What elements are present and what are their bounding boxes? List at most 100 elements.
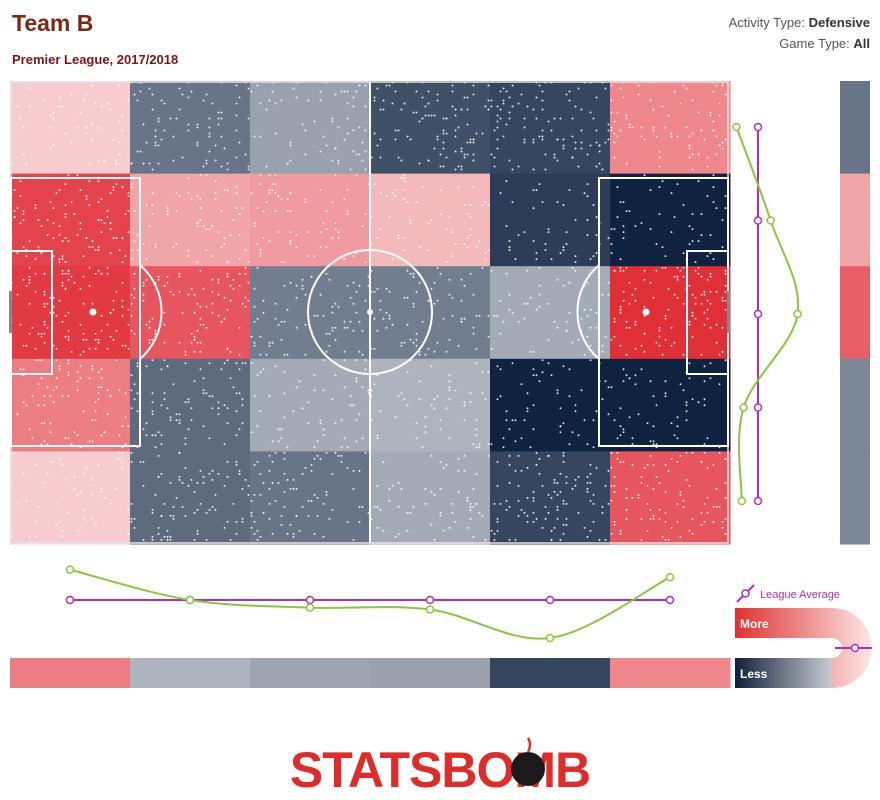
activity-dot bbox=[28, 302, 31, 305]
activity-dot bbox=[226, 475, 229, 478]
activity-dot bbox=[133, 210, 136, 213]
activity-dot bbox=[652, 129, 655, 132]
activity-dot bbox=[91, 302, 94, 305]
activity-dot bbox=[613, 484, 616, 487]
activity-dot bbox=[112, 189, 115, 192]
activity-dot bbox=[442, 117, 445, 120]
heatmap-cell bbox=[250, 358, 371, 452]
activity-dot bbox=[424, 353, 427, 356]
activity-dot bbox=[619, 305, 622, 308]
activity-dot bbox=[460, 168, 463, 171]
activity-dot bbox=[595, 141, 598, 144]
activity-dot bbox=[274, 210, 277, 213]
activity-dot bbox=[505, 272, 508, 275]
activity-dot bbox=[649, 517, 652, 520]
activity-dot bbox=[469, 228, 472, 231]
activity-dot bbox=[523, 317, 526, 320]
activity-dot bbox=[589, 258, 592, 261]
activity-dot bbox=[352, 255, 355, 258]
activity-dot bbox=[499, 368, 502, 371]
activity-dot bbox=[259, 410, 262, 413]
activity-dot bbox=[220, 210, 223, 213]
activity-dot bbox=[115, 159, 118, 162]
activity-dot bbox=[286, 446, 289, 449]
activity-dot bbox=[595, 216, 598, 219]
activity-dot bbox=[589, 111, 592, 114]
activity-dot bbox=[685, 419, 688, 422]
activity-dot bbox=[718, 451, 721, 454]
activity-dot bbox=[628, 416, 631, 419]
activity-dot bbox=[94, 401, 97, 404]
activity-dot bbox=[289, 144, 292, 147]
activity-dot bbox=[88, 266, 91, 269]
activity-dot bbox=[433, 281, 436, 284]
activity-dot bbox=[397, 234, 400, 237]
activity-dot bbox=[619, 532, 622, 535]
activity-dot bbox=[247, 299, 250, 302]
activity-dot bbox=[436, 135, 439, 138]
activity-dot bbox=[523, 138, 526, 141]
less-gradient bbox=[735, 658, 832, 688]
activity-dot bbox=[115, 329, 118, 332]
activity-dot bbox=[445, 350, 448, 353]
activity-dot bbox=[454, 135, 457, 138]
activity-dot bbox=[145, 434, 148, 437]
activity-dot bbox=[121, 114, 124, 117]
heatmap-cell bbox=[10, 358, 131, 452]
activity-dot bbox=[361, 505, 364, 508]
activity-dot bbox=[715, 323, 718, 326]
activity-dot bbox=[172, 514, 175, 517]
activity-dot bbox=[580, 129, 583, 132]
activity-dot bbox=[436, 138, 439, 141]
activity-dot bbox=[163, 398, 166, 401]
activity-dot bbox=[709, 377, 712, 380]
activity-dot bbox=[331, 329, 334, 332]
activity-dot bbox=[151, 511, 154, 514]
heatmap-cell bbox=[370, 358, 491, 452]
activity-dot bbox=[547, 493, 550, 496]
activity-dot bbox=[268, 174, 271, 177]
activity-dot bbox=[259, 472, 262, 475]
activity-dot bbox=[553, 117, 556, 120]
activity-dot bbox=[466, 213, 469, 216]
activity-dot bbox=[121, 460, 124, 463]
activity-dot bbox=[406, 269, 409, 272]
activity-dot bbox=[469, 502, 472, 505]
activity-dot bbox=[502, 99, 505, 102]
activity-dot bbox=[40, 422, 43, 425]
activity-dot bbox=[325, 210, 328, 213]
activity-dot bbox=[91, 246, 94, 249]
activity-dot bbox=[601, 344, 604, 347]
activity-dot bbox=[157, 144, 160, 147]
activity-dot bbox=[187, 401, 190, 404]
column-total-bar bbox=[370, 658, 491, 688]
activity-dot bbox=[130, 183, 133, 186]
activity-dot bbox=[82, 338, 85, 341]
activity-dot bbox=[472, 535, 475, 538]
activity-dot bbox=[283, 457, 286, 460]
activity-dot bbox=[613, 490, 616, 493]
activity-dot bbox=[115, 290, 118, 293]
activity-dot bbox=[178, 451, 181, 454]
activity-dot bbox=[607, 386, 610, 389]
activity-dot bbox=[565, 243, 568, 246]
activity-dot bbox=[607, 413, 610, 416]
activity-dot bbox=[718, 102, 721, 105]
activity-dot bbox=[664, 255, 667, 258]
activity-dot bbox=[259, 252, 262, 255]
activity-dot bbox=[172, 517, 175, 520]
activity-dot bbox=[565, 517, 568, 520]
activity-dot bbox=[301, 123, 304, 126]
activity-dot bbox=[376, 374, 379, 377]
activity-dot bbox=[43, 395, 46, 398]
activity-dot bbox=[703, 443, 706, 446]
activity-dot bbox=[346, 446, 349, 449]
activity-dot bbox=[247, 165, 250, 168]
activity-dot bbox=[196, 532, 199, 535]
activity-dot bbox=[700, 460, 703, 463]
heatmap-cell bbox=[610, 81, 731, 175]
activity-dot bbox=[424, 425, 427, 428]
activity-dot bbox=[133, 272, 136, 275]
activity-dot bbox=[346, 284, 349, 287]
activity-dot bbox=[67, 174, 70, 177]
